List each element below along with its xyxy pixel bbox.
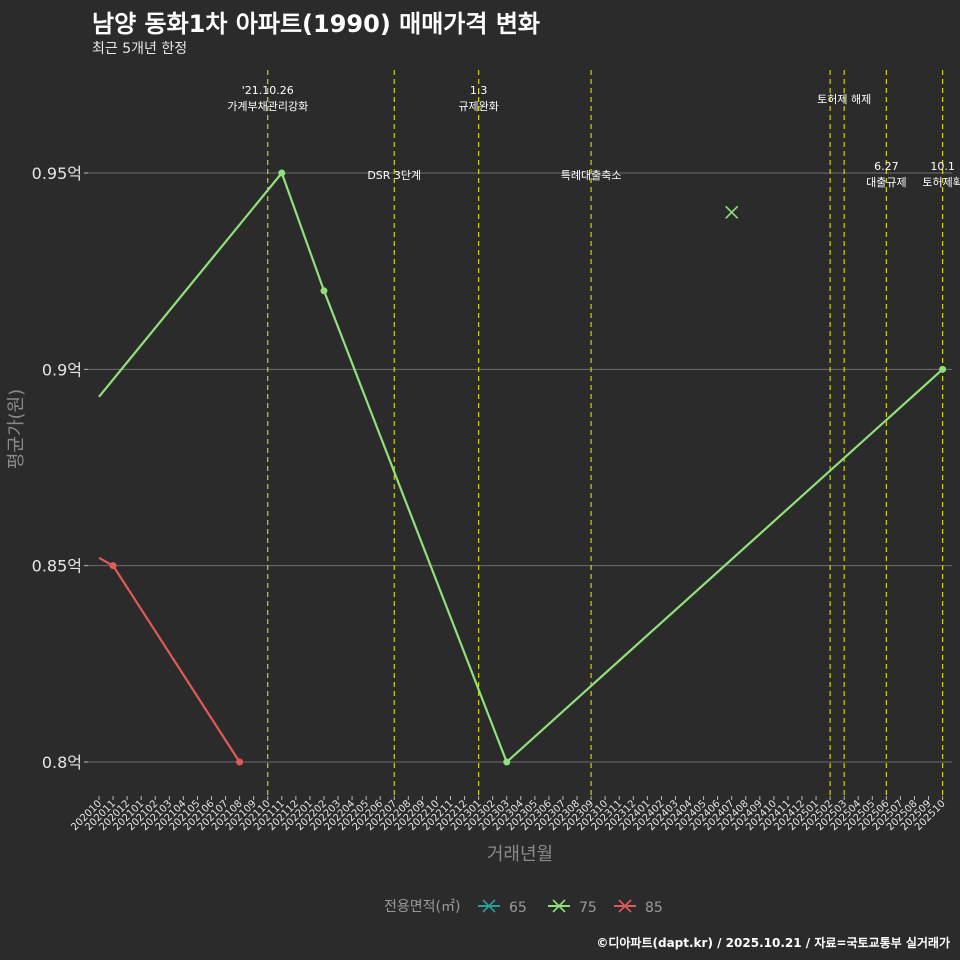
x-marker-75 <box>725 205 739 219</box>
series-line-75 <box>98 171 944 764</box>
y-tick-label: 0.85억 <box>32 557 82 576</box>
data-point-75 <box>320 287 328 295</box>
legend-key-x <box>552 899 566 913</box>
legend-label-85: 85 <box>645 900 663 916</box>
event-label: 토허제 해제 <box>817 92 871 106</box>
x-marker-stroke <box>725 205 739 219</box>
y-tick-label: 0.9억 <box>42 360 82 379</box>
event-label: 1.3 <box>470 84 488 97</box>
x-axis-title: 거래년월 <box>487 844 553 865</box>
y-axis-title: 평균가(원) <box>6 389 27 469</box>
event-label: 토허제확 <box>922 176 960 189</box>
legend-title: 전용면적(㎡) <box>384 899 460 915</box>
event-label: 6.27 <box>874 160 899 173</box>
chart-title: 남양 동화1차 아파트(1990) 매매가격 변화 <box>92 10 540 38</box>
data-point-85 <box>109 562 117 570</box>
y-tick-label: 0.8억 <box>42 753 82 772</box>
x-axis: 2020102020112020122021012021022021032021… <box>69 796 948 833</box>
legend: 전용면적(㎡) 65 75 85 <box>384 899 663 916</box>
chart-subtitle: 최근 5개년 한정 <box>92 41 188 57</box>
data-point-85 <box>236 758 244 766</box>
series-line-85 <box>98 556 241 763</box>
event-label: 대출규제 <box>866 176 906 189</box>
data-point-75 <box>278 169 286 177</box>
data-point-75 <box>939 365 947 373</box>
y-gridlines: 0.8억 0.85억 0.9억 0.95억 <box>32 164 952 772</box>
event-label: DSR 3단계 <box>367 169 421 182</box>
legend-label-75: 75 <box>579 900 597 916</box>
legend-label-65: 65 <box>509 900 527 916</box>
event-label: 10.1 <box>930 160 955 173</box>
event-label: 가계부채관리강화 <box>227 100 308 113</box>
event-label: 규제완화 <box>458 100 498 113</box>
y-tick-label: 0.95억 <box>32 164 82 183</box>
event-label: '21.10.26 <box>242 84 294 97</box>
data-point-75 <box>503 758 511 766</box>
legend-key-x <box>482 899 496 913</box>
event-label: 특례대출축소 <box>561 169 622 182</box>
source-caption: ©디아파트(dapt.kr) / 2025.10.21 / 자료=국토교통부 실… <box>596 936 950 950</box>
legend-key-x <box>618 899 632 913</box>
